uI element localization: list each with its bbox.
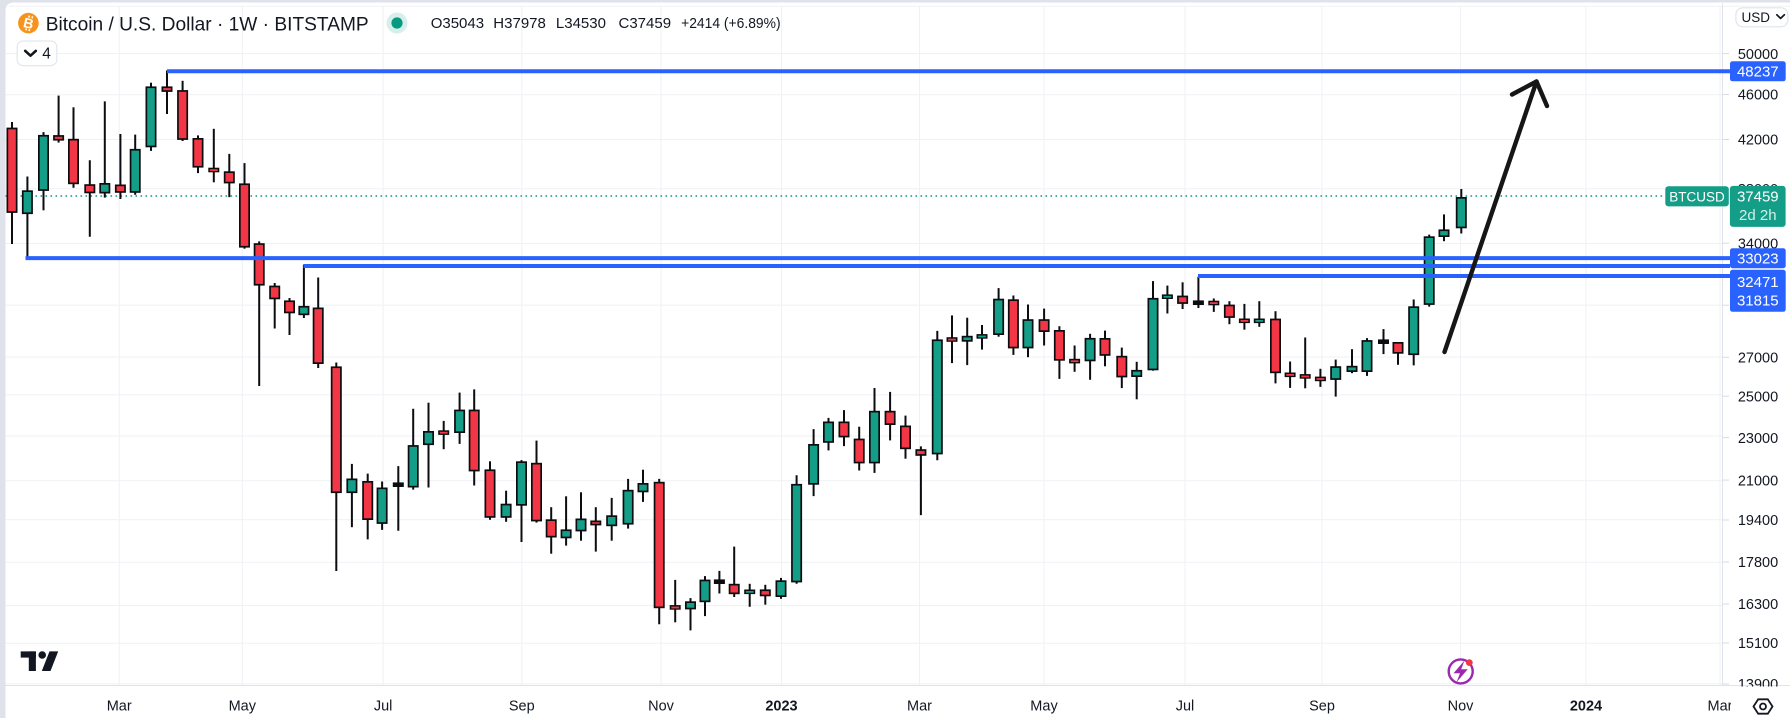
svg-text:Nov: Nov [1448,699,1475,715]
svg-text:37459: 37459 [1737,188,1779,205]
svg-text:BTCUSD: BTCUSD [1669,189,1725,204]
svg-text:32471: 32471 [1737,274,1779,291]
svg-text:USD: USD [1742,10,1771,25]
svg-text:H37978: H37978 [493,15,546,32]
svg-text:O35043: O35043 [431,15,484,32]
svg-text:May: May [1030,699,1058,715]
svg-text:48237: 48237 [1737,64,1779,81]
svg-text:19400: 19400 [1738,513,1778,529]
svg-text:Mar: Mar [107,699,132,715]
svg-text:Mar: Mar [1708,699,1733,715]
svg-text:50000: 50000 [1738,47,1778,63]
svg-text:+2414 (+6.89%): +2414 (+6.89%) [681,15,781,32]
svg-text:Jul: Jul [1176,699,1195,715]
svg-text:2024: 2024 [1570,699,1602,715]
svg-text:23000: 23000 [1738,431,1778,447]
svg-text:42000: 42000 [1738,133,1778,149]
svg-text:L34530: L34530 [556,15,606,32]
svg-text:Jul: Jul [374,699,393,715]
svg-text:46000: 46000 [1738,88,1778,104]
svg-text:17800: 17800 [1738,555,1778,571]
svg-text:33023: 33023 [1737,250,1779,267]
svg-text:15100: 15100 [1738,636,1778,652]
svg-text:Sep: Sep [509,699,535,715]
svg-text:Sep: Sep [1309,699,1335,715]
svg-text:Bitcoin / U.S. Dollar · 1W · B: Bitcoin / U.S. Dollar · 1W · BITSTAMP [46,14,369,36]
svg-text:B: B [22,14,35,32]
svg-text:2d 2h: 2d 2h [1739,207,1777,224]
svg-text:Nov: Nov [648,699,675,715]
svg-text:May: May [229,699,257,715]
svg-text:2023: 2023 [765,699,797,715]
svg-text:4: 4 [42,46,51,63]
svg-text:25000: 25000 [1738,389,1778,405]
svg-text:Mar: Mar [907,699,932,715]
svg-text:16300: 16300 [1738,597,1778,613]
svg-text:31815: 31815 [1737,292,1779,309]
svg-text:C37459: C37459 [619,15,672,32]
svg-text:27000: 27000 [1738,351,1778,367]
svg-text:21000: 21000 [1738,473,1778,489]
